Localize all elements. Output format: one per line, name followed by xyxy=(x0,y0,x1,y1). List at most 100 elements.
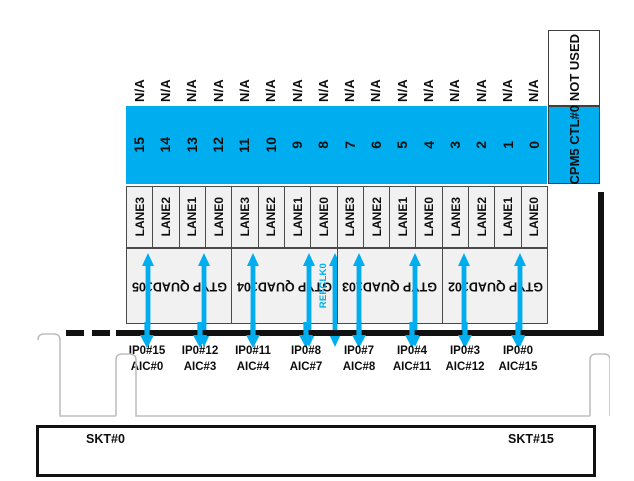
na-label: N/A xyxy=(263,79,279,102)
lane-cell: LANE1 xyxy=(389,186,417,248)
lane-number-row: 15 14 13 12 11 10 9 8 7 6 5 4 3 2 1 0 xyxy=(126,106,547,184)
gtyp-quad-cell: GTYP QUAD105 xyxy=(126,248,233,347)
connection-label-group: IP0#0 AIC#15 xyxy=(486,344,550,375)
lane-cell-label: LANE2 xyxy=(369,197,384,237)
lane-number-label: 7 xyxy=(341,141,358,149)
not-used-label: NOT USED xyxy=(566,34,582,102)
lane-number-label: 15 xyxy=(131,137,148,153)
ip-label: IP0#0 xyxy=(502,345,534,357)
aic-label: AIC#11 xyxy=(392,360,432,373)
na-cell: N/A xyxy=(310,28,336,104)
lane-number-cell: 14 xyxy=(152,106,178,184)
na-header-row: N/A N/A N/A N/A N/A N/A N/A N/A N/A N/A N/A N/A N/A N… xyxy=(126,28,547,104)
device-boundary-right xyxy=(598,192,604,336)
lane-number-cell: 13 xyxy=(179,106,205,184)
gtyp-quad-label: GTYP QUAD102 xyxy=(447,279,543,294)
not-used-box: NOT USED xyxy=(548,30,600,106)
na-cell: N/A xyxy=(284,28,310,104)
lane-cell-label: LANE2 xyxy=(159,197,174,237)
gtyp-quad-row: GTYP QUAD105 GTYP QUAD104 REFCLK0 GTYP QUAD… xyxy=(126,248,549,347)
lane-cell-label: LANE3 xyxy=(343,197,358,237)
lane-cell: LANE3 xyxy=(336,186,364,248)
lane-cell-label: LANE3 xyxy=(448,197,463,237)
na-label: N/A xyxy=(289,79,305,102)
connection-label-group: IP0#8 AIC#7 xyxy=(274,344,338,375)
lane-number-cell: 7 xyxy=(337,106,363,184)
lane-number-label: 4 xyxy=(420,141,437,149)
lane-number-label: 3 xyxy=(446,141,463,149)
connection-label-group: IP0#4 AIC#11 xyxy=(380,344,444,375)
lane-cell-label: LANE2 xyxy=(264,197,279,237)
na-cell: N/A xyxy=(389,28,415,104)
lane-number-cell: 8 xyxy=(310,106,336,184)
na-cell: N/A xyxy=(205,28,231,104)
connection-label-group: IP0#12 AIC#3 xyxy=(168,344,232,375)
ip-label: IP0#7 xyxy=(343,345,375,357)
lane-cell: LANE3 xyxy=(441,186,470,248)
lane-row: LANE3 LANE2 LANE1 LANE0 LANE3 LANE2 LANE1 LANE0… xyxy=(126,186,549,248)
connection-label-group: IP0#3 AIC#12 xyxy=(433,344,497,375)
na-cell: N/A xyxy=(415,28,441,104)
lane-cell: LANE1 xyxy=(178,186,207,248)
na-label: N/A xyxy=(236,79,252,102)
lane-cell: LANE2 xyxy=(362,186,391,248)
cpm5-controller-label: CPM5 CTL#0 xyxy=(566,105,582,185)
na-cell: N/A xyxy=(126,28,152,104)
boundary-dash-left-a xyxy=(66,330,84,336)
lane-cell-label: LANE0 xyxy=(527,197,542,237)
lane-cell-label: LANE3 xyxy=(238,197,252,237)
lane-number-cell: 10 xyxy=(258,106,284,184)
aic-label: AIC#8 xyxy=(342,360,376,373)
aic-label: AIC#3 xyxy=(183,360,217,373)
na-label: N/A xyxy=(394,79,410,102)
na-label: N/A xyxy=(421,79,437,102)
ip-label: IP0#11 xyxy=(235,345,271,357)
lane-cell-label: LANE0 xyxy=(211,197,226,237)
lane-cell: LANE0 xyxy=(415,186,443,248)
na-cell: N/A xyxy=(258,28,284,104)
lane-cell: LANE1 xyxy=(494,186,522,248)
gtyp-quad-cell: GTYP QUAD102 xyxy=(441,248,549,347)
lane-cell-label: LANE1 xyxy=(290,197,305,237)
na-cell: N/A xyxy=(521,28,547,104)
aic-label: AIC#12 xyxy=(445,360,485,373)
na-label: N/A xyxy=(500,79,516,102)
connection-label-group: IP0#15 AIC#0 xyxy=(115,344,179,375)
socket-connector-outlines xyxy=(37,333,610,417)
lane-cell: LANE3 xyxy=(126,186,154,248)
gtyp-quad-cell: GTYP QUAD104 REFCLK0 xyxy=(231,248,342,347)
lane-cell-label: LANE1 xyxy=(185,197,200,237)
lane-cell: LANE2 xyxy=(468,186,496,248)
lane-number-label: 11 xyxy=(236,137,253,153)
lane-number-label: 10 xyxy=(262,137,279,153)
lane-number-cell: 12 xyxy=(205,106,231,184)
device-boundary-line xyxy=(116,330,604,336)
na-cell: N/A xyxy=(494,28,520,104)
na-cell: N/A xyxy=(337,28,363,104)
ip-label: IP0#4 xyxy=(396,345,428,357)
na-cell: N/A xyxy=(363,28,389,104)
lane-number-label: 1 xyxy=(499,141,516,149)
gtyp-quad-label: GTYP QUAD105 xyxy=(131,279,227,294)
lane-number-label: 8 xyxy=(315,141,332,149)
aic-label: AIC#15 xyxy=(498,360,538,373)
ip-label: IP0#3 xyxy=(449,345,481,357)
na-label: N/A xyxy=(315,79,331,102)
lane-number-cell: 9 xyxy=(284,106,310,184)
lane-number-label: 5 xyxy=(394,141,411,149)
lane-number-label: 6 xyxy=(367,141,384,149)
boundary-dash-left-b xyxy=(92,330,110,336)
na-label: N/A xyxy=(473,79,489,102)
cpm5-controller-box: CPM5 CTL#0 xyxy=(548,105,600,185)
lane-number-label: 12 xyxy=(210,137,227,153)
gtyp-quad-cell: GTYP QUAD103 xyxy=(336,248,444,347)
socket-label-left: SKT#0 xyxy=(86,432,125,446)
aic-label: AIC#0 xyxy=(130,360,164,373)
na-label: N/A xyxy=(131,79,147,102)
socket-box xyxy=(36,425,596,477)
na-label: N/A xyxy=(368,79,384,102)
na-label: N/A xyxy=(526,79,542,102)
lane-number-cell: 4 xyxy=(415,106,441,184)
ip-label: IP0#12 xyxy=(181,345,219,357)
lane-cell-label: LANE0 xyxy=(422,197,437,237)
